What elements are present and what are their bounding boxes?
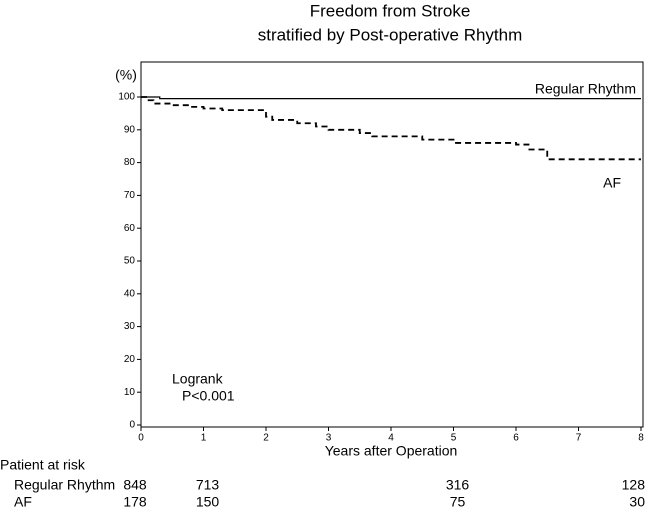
risk-value: 316: [446, 477, 470, 493]
risk-table-title: Patient at risk: [0, 457, 86, 473]
y-tick-label: 60: [124, 223, 136, 234]
y-tick-label: 10: [124, 387, 136, 398]
x-tick-label: 5: [451, 433, 457, 444]
x-tick-label: 7: [576, 433, 582, 444]
y-tick-label: 20: [124, 354, 136, 365]
risk-row-name: Regular Rhythm: [14, 477, 115, 493]
series-label: Regular Rhythm: [535, 81, 636, 97]
x-tick-label: 4: [388, 433, 394, 444]
chart-subtitle: stratified by Post-operative Rhythm: [258, 25, 523, 44]
plot-frame: [140, 61, 644, 428]
series-line: [141, 96, 641, 161]
x-tick-label: 2: [263, 433, 269, 444]
y-tick-label: 100: [118, 92, 135, 103]
y-tick-label: 70: [124, 190, 136, 201]
risk-value: 178: [123, 494, 147, 510]
y-tick-label: 90: [124, 124, 136, 135]
x-axis-label: Years after Operation: [325, 443, 458, 459]
x-tick-label: 1: [201, 433, 207, 444]
y-tick-label: 80: [124, 157, 136, 168]
x-tick-label: 3: [326, 433, 332, 444]
risk-value: 128: [622, 477, 646, 493]
x-tick-label: 6: [513, 433, 519, 444]
y-tick-label: 40: [124, 288, 136, 299]
risk-value: 30: [629, 494, 645, 510]
chart-title: Freedom from Stroke: [310, 1, 471, 20]
y-tick-label: 0: [129, 420, 135, 431]
risk-row-name: AF: [14, 494, 32, 510]
annotation: Logrank: [172, 371, 224, 387]
risk-value: 713: [196, 477, 220, 493]
series-line: [141, 96, 641, 100]
series-label: AF: [603, 175, 621, 191]
risk-value: 848: [123, 477, 147, 493]
annotation: P<0.001: [182, 388, 235, 404]
x-tick-label: 8: [638, 433, 644, 444]
y-axis-label: (%): [115, 67, 137, 83]
y-tick-label: 30: [124, 321, 136, 332]
risk-value: 75: [450, 494, 466, 510]
x-tick-label: 0: [138, 433, 144, 444]
y-tick-label: 50: [124, 256, 136, 267]
risk-value: 150: [196, 494, 220, 510]
